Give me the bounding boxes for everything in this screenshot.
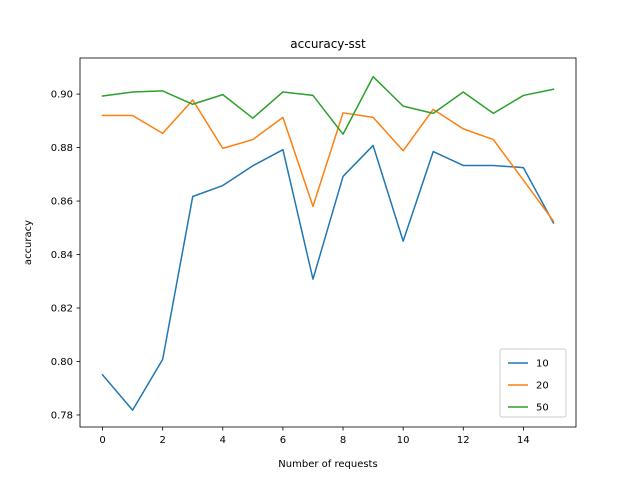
y-tick-label: 0.78 [51, 410, 73, 421]
x-tick-label: 12 [457, 435, 470, 446]
y-tick-label: 0.86 [51, 197, 73, 208]
legend: 10 20 50 [499, 348, 567, 418]
y-tick-label: 0.88 [51, 143, 73, 154]
x-tick-label: 6 [280, 435, 286, 446]
x-tick-label: 10 [397, 435, 410, 446]
x-tick-label: 0 [99, 435, 105, 446]
y-tick-label: 0.82 [51, 304, 73, 315]
plot-lines [101, 75, 555, 411]
plot-frame [79, 57, 577, 428]
x-tick-label: 2 [159, 435, 165, 446]
series-line-20 [101, 99, 555, 223]
x-tick-label: 8 [340, 435, 346, 446]
y-axis-label: accuracy [23, 220, 34, 265]
y-tick-label: 0.84 [51, 250, 73, 261]
x-tick-label: 4 [220, 435, 226, 446]
x-axis: 0 2 4 6 8 10 12 14 [99, 427, 530, 446]
legend-box [499, 348, 567, 418]
series-line-10 [101, 144, 555, 411]
y-axis: 0.78 0.80 0.82 0.84 0.86 0.88 0.90 [51, 90, 80, 421]
legend-label-10: 10 [536, 359, 549, 370]
y-tick-label: 0.90 [51, 90, 73, 101]
legend-label-20: 20 [536, 381, 549, 392]
y-tick-label: 0.80 [51, 357, 73, 368]
x-axis-label: Number of requests [278, 459, 377, 470]
chart-title: accuracy-sst [290, 37, 366, 51]
x-tick-label: 14 [517, 435, 530, 446]
series-line-50 [101, 75, 555, 135]
legend-label-50: 50 [536, 403, 549, 414]
